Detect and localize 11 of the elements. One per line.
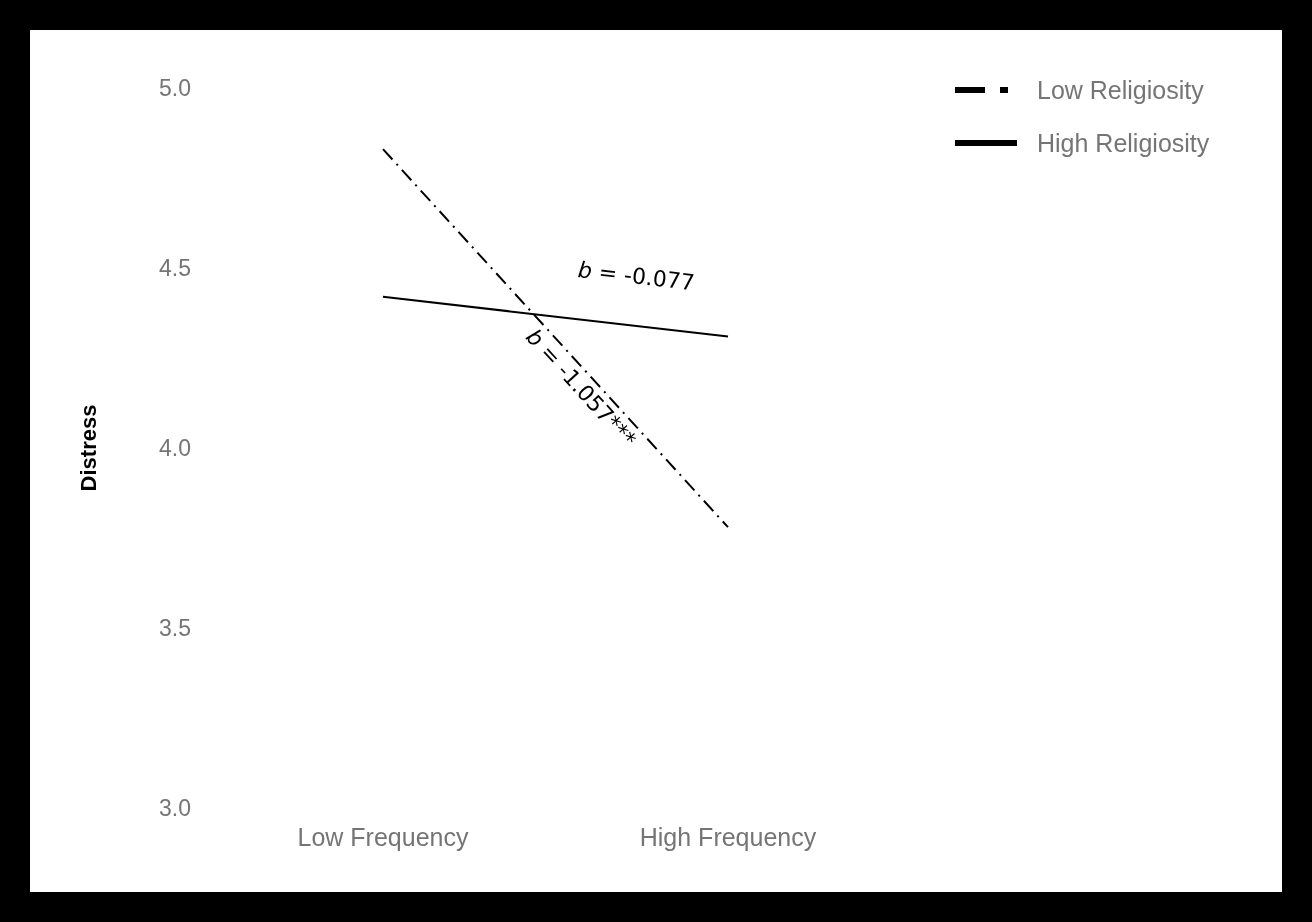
legend-label: High Religiosity [1037,128,1210,157]
y-tick-label: 4.5 [159,255,191,282]
x-tick-label: Low Frequency [297,823,469,851]
y-tick-label: 3.0 [159,795,191,822]
y-axis-title: Distress [76,404,101,492]
y-tick-label: 3.5 [159,615,191,642]
y-tick-label: 4.0 [159,435,191,462]
y-tick-label: 5.0 [159,75,191,102]
legend-label: Low Religiosity [1037,75,1205,104]
x-tick-label: High Frequency [639,823,817,851]
annotation: b = -0.077 [576,257,697,296]
